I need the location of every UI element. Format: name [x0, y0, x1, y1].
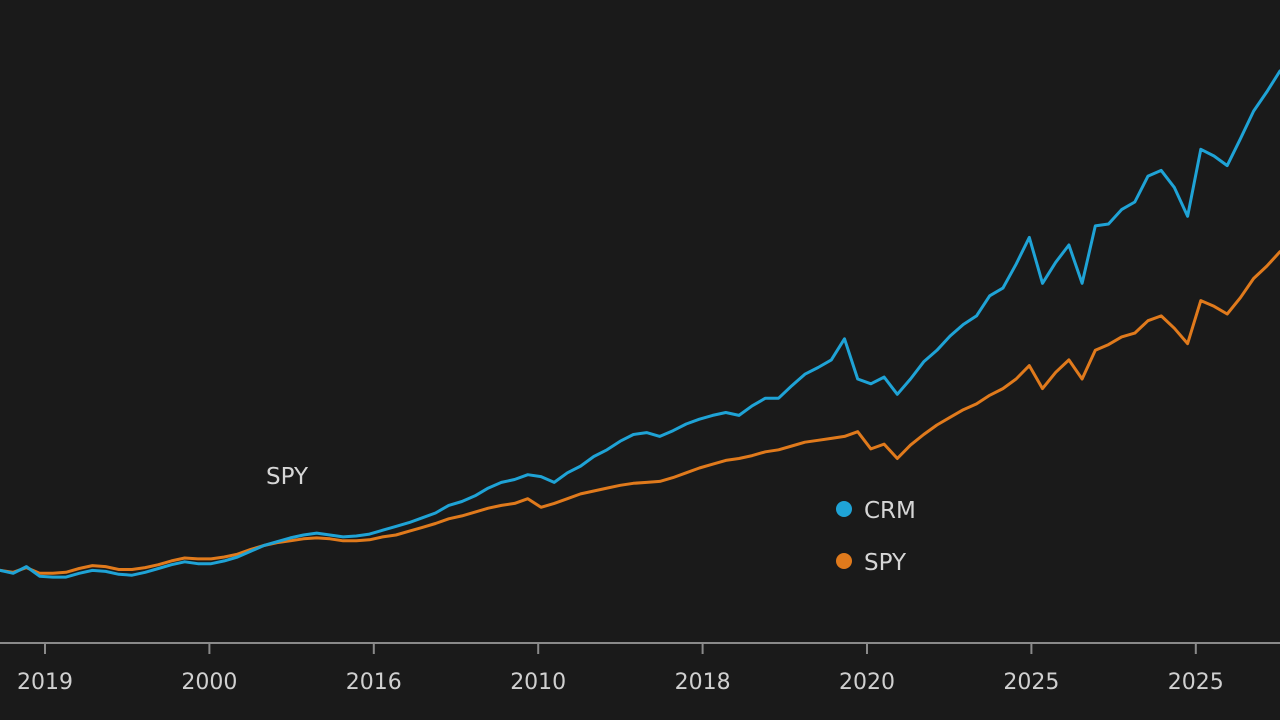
x-tick-label: 2025	[1168, 670, 1224, 695]
series-annotation-label: SPY	[266, 464, 309, 490]
legend-item-spy[interactable]: SPY	[836, 550, 907, 576]
legend-marker-crm	[836, 501, 852, 517]
x-tick-label: 2018	[675, 670, 731, 695]
legend: CRM SPY	[836, 498, 916, 576]
legend-marker-spy	[836, 553, 852, 569]
x-axis-ticks: 2019 2000 2016 2010 2018 2020 2025 2025	[17, 643, 1224, 695]
legend-item-crm[interactable]: CRM	[836, 498, 916, 524]
x-tick-label: 2000	[181, 670, 237, 695]
series-line-crm	[0, 69, 1280, 579]
series-layer	[0, 69, 1280, 579]
legend-label-crm: CRM	[864, 498, 916, 524]
legend-label-spy: SPY	[864, 550, 907, 576]
x-tick-label: 2020	[839, 670, 895, 695]
series-line-spy	[0, 250, 1280, 575]
x-tick-label: 2019	[17, 670, 73, 695]
x-tick-label: 2025	[1003, 670, 1059, 695]
x-tick-label: 2016	[346, 670, 402, 695]
x-tick-label: 2010	[510, 670, 566, 695]
